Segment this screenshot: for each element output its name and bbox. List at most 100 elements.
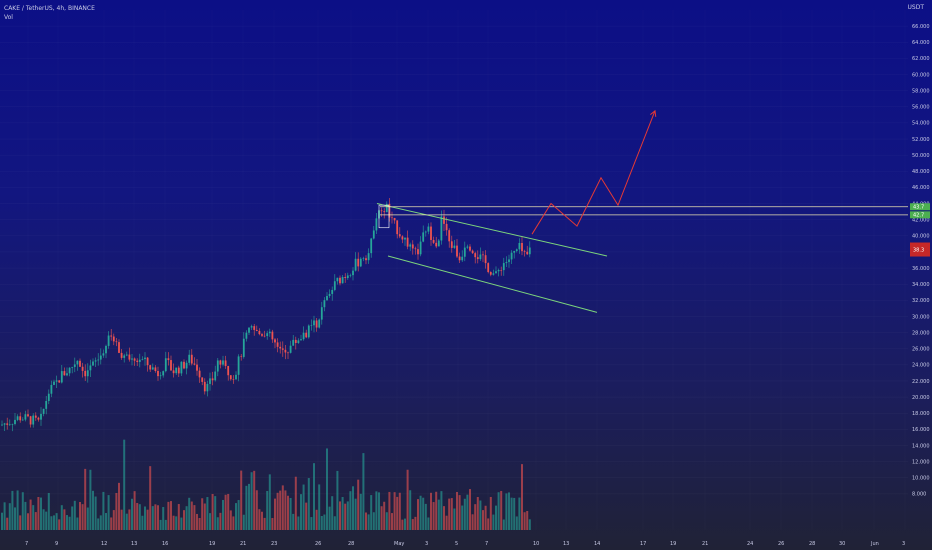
volume-bar (172, 515, 175, 530)
candle-body (279, 346, 282, 349)
volume-bar (422, 497, 425, 530)
candle-body (315, 320, 318, 328)
candle-body (196, 364, 198, 371)
volume-bar (378, 492, 380, 530)
volume-indicator-label[interactable]: Vol (4, 14, 13, 21)
candle-body (97, 359, 100, 361)
candle-body (144, 357, 146, 360)
candle-body (198, 370, 201, 378)
price-tick-label: 42.000 (912, 217, 930, 223)
candle-body (505, 262, 508, 264)
volume-bar (8, 503, 11, 530)
candle-body (159, 375, 162, 377)
volume-bar (157, 505, 159, 530)
price-tick-label: 54.000 (912, 121, 930, 127)
volume-bar (513, 497, 516, 530)
candle-body (482, 254, 484, 256)
volume-bar (349, 491, 352, 530)
volume-bar (19, 515, 22, 530)
volume-bar (281, 485, 284, 530)
volume-bar (1, 512, 3, 530)
price-tick-label: 20.000 (912, 395, 930, 401)
candle-body (476, 257, 479, 260)
candle-body (81, 366, 84, 371)
candle-body (294, 339, 297, 343)
candle-body (453, 245, 456, 248)
candle-body (214, 371, 217, 381)
candle-body (222, 360, 224, 365)
time-tick-label: 7 (25, 541, 28, 547)
volume-bar (292, 513, 295, 530)
volume-bar (523, 512, 526, 530)
volume-bar (398, 492, 401, 530)
price-tick-label: 50.000 (912, 153, 930, 159)
candle-body (99, 355, 102, 360)
time-tick-label: 10 (533, 541, 539, 547)
candle-body (118, 342, 120, 353)
volume-bar (508, 492, 510, 530)
volume-bar (196, 513, 198, 530)
volume-bar (365, 512, 367, 530)
volume-bar (183, 510, 185, 530)
volume-bar (388, 491, 391, 530)
volume-bar (29, 499, 32, 530)
price-tick-label: 32.000 (912, 298, 930, 304)
volume-bar (271, 518, 274, 530)
candle-body (232, 379, 235, 380)
volume-bar (357, 479, 360, 530)
candle-body (133, 358, 136, 361)
candle-body (346, 275, 349, 279)
candle-body (146, 357, 149, 366)
volume-bar (89, 469, 92, 530)
candle-body (336, 277, 339, 282)
volume-bar (224, 494, 227, 530)
volume-bar (528, 519, 531, 530)
volume-bar (110, 517, 113, 530)
candle-body (495, 271, 497, 274)
volume-bar (123, 439, 126, 530)
candle-body (479, 254, 482, 260)
candle-body (138, 359, 141, 362)
volume-bar (209, 513, 211, 530)
candle-body (414, 248, 417, 250)
candle-body (29, 416, 32, 425)
volume-bar (515, 516, 518, 530)
volume-bar (453, 508, 456, 530)
candle-body (419, 241, 422, 255)
candle-body (211, 378, 214, 381)
volume-bar (92, 490, 94, 530)
volume-bar (131, 498, 133, 530)
volume-bar (58, 519, 61, 530)
volume-bar (370, 495, 373, 530)
volume-bar (346, 501, 349, 530)
candle-body (310, 325, 313, 326)
candle-body (32, 415, 35, 425)
candle-body (183, 361, 185, 369)
time-tick-label: Jun (870, 541, 879, 547)
candle-body (188, 354, 191, 363)
volume-bar (331, 496, 334, 530)
projection-path (531, 110, 656, 235)
candle-body (237, 356, 240, 375)
volume-bar (380, 506, 383, 530)
candle-body (435, 242, 438, 247)
time-tick-label: 30 (839, 541, 845, 547)
candle-body (380, 210, 383, 212)
volume-bar (164, 519, 167, 530)
volume-bar (268, 474, 271, 530)
volume-bar (284, 490, 287, 530)
candle-body (521, 242, 523, 252)
candle-body (313, 320, 315, 326)
candle-body (359, 258, 362, 267)
volume-bar (396, 496, 399, 530)
time-tick-label: 28 (809, 541, 815, 547)
volume-bar (216, 517, 219, 530)
symbol-title[interactable]: CAKE / TetherUS, 4h, BINANCE (4, 5, 95, 12)
volume-bar (518, 497, 521, 530)
candle-body (388, 203, 391, 218)
candle-body (391, 217, 393, 219)
candle-body (42, 408, 45, 414)
volume-bar (458, 495, 461, 530)
